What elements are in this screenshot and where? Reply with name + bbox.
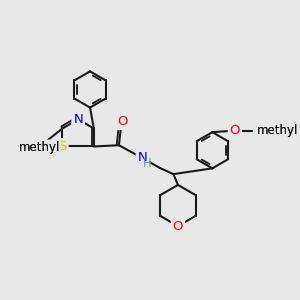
Text: methyl: methyl [257, 124, 298, 137]
Text: H: H [143, 157, 152, 170]
Text: methyl: methyl [18, 141, 60, 154]
Text: O: O [173, 220, 183, 232]
Text: N: N [73, 113, 83, 126]
Text: N: N [138, 151, 147, 164]
Text: N: N [138, 151, 147, 164]
Text: S: S [58, 140, 67, 153]
Text: S: S [58, 140, 67, 153]
Text: methyl: methyl [257, 124, 298, 137]
Text: O: O [117, 115, 128, 128]
Text: O: O [117, 115, 128, 128]
Text: O: O [173, 220, 183, 232]
Text: methyl: methyl [18, 141, 60, 154]
Text: O: O [230, 124, 240, 137]
Text: N: N [73, 113, 83, 126]
Text: O: O [230, 124, 240, 137]
